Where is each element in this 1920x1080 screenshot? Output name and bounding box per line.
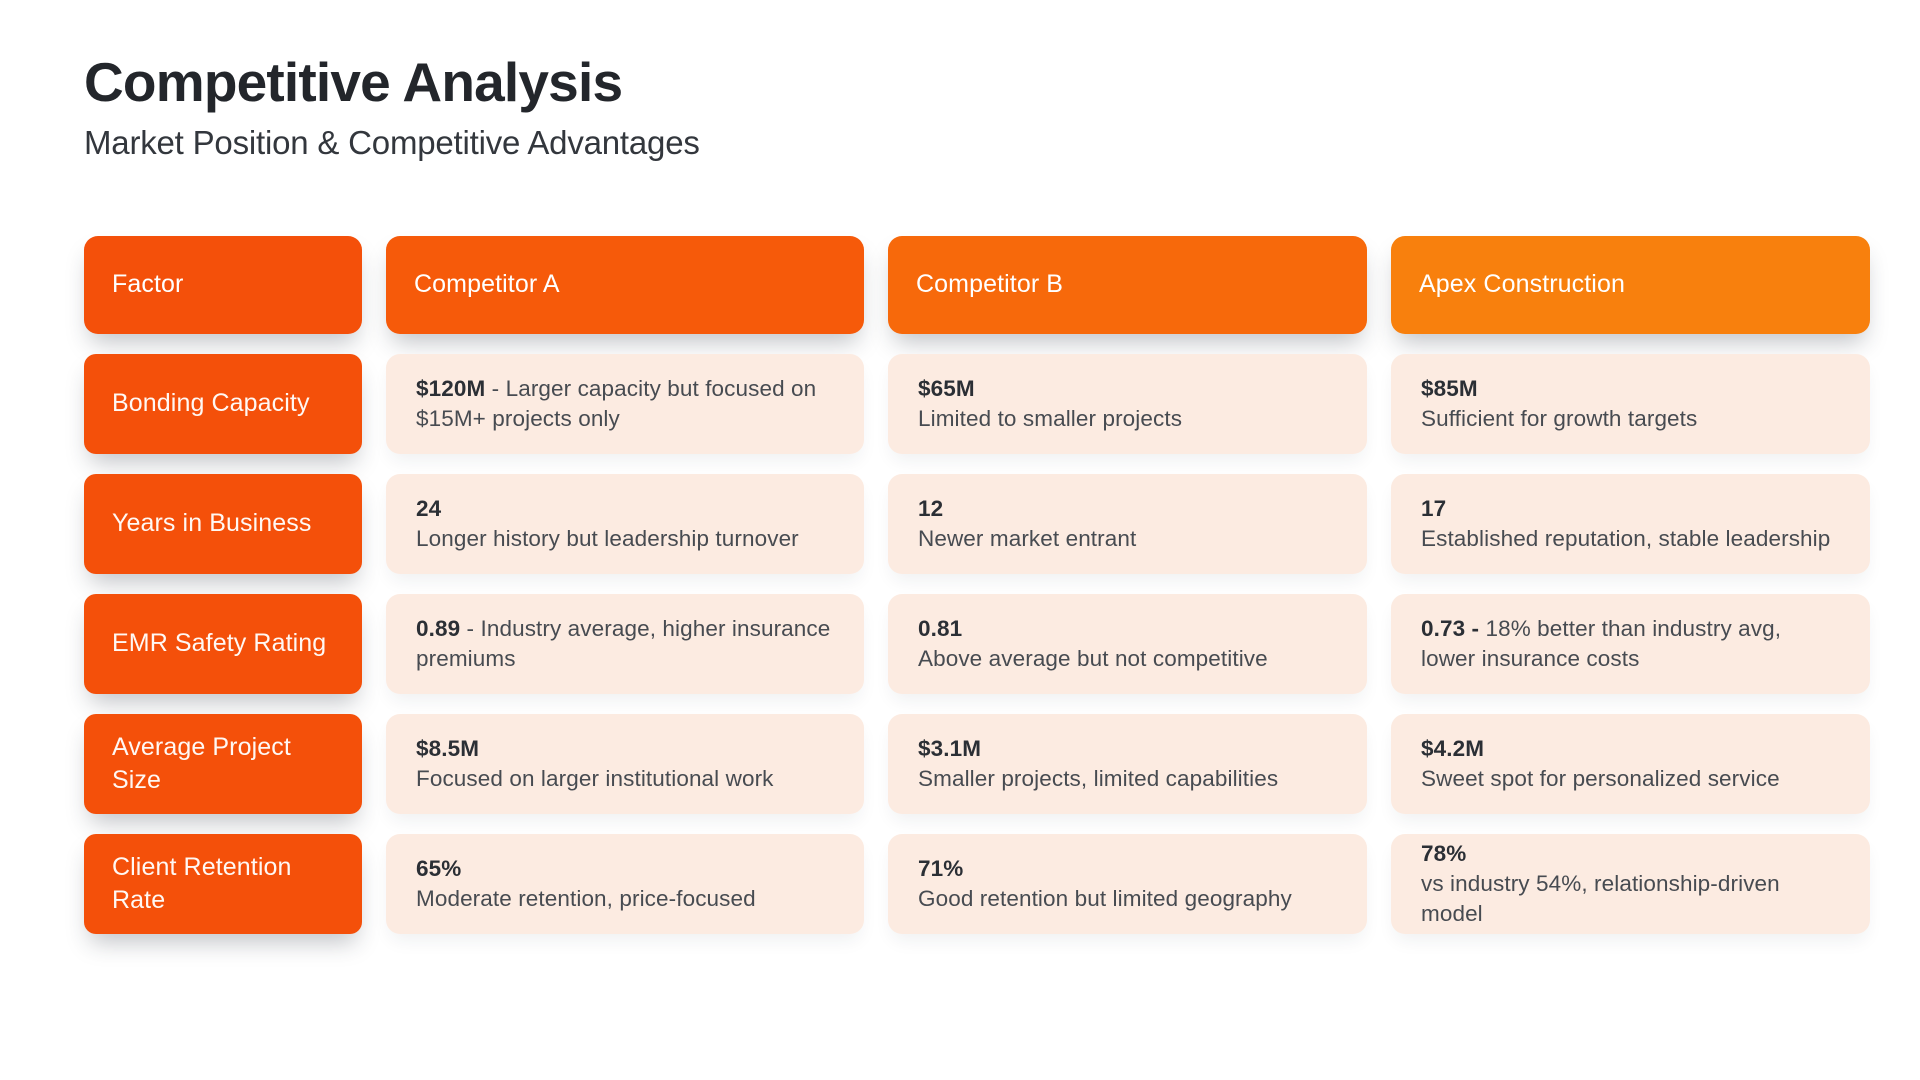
cell-description: Smaller projects, limited capabilities: [918, 765, 1279, 791]
cell-value: 78%: [1421, 840, 1467, 866]
cell-description: Longer history but leadership turnover: [416, 525, 799, 551]
cell-text: $3.1M Smaller projects, limited capabilit…: [918, 734, 1278, 794]
cell-description: Sweet spot for personalized service: [1421, 765, 1780, 791]
page-subtitle: Market Position & Competitive Advantages: [84, 123, 700, 161]
cell-description: Moderate retention, price-focused: [416, 885, 756, 911]
cell-text: 0.73 - 18% better than industry avg, low…: [1421, 614, 1840, 674]
cell-text: $120M - Larger capacity but focused on $…: [416, 375, 817, 431]
cell-description: Industry average, higher insurance premi…: [416, 615, 831, 671]
header-cell-competitor-b: Competitor B: [888, 235, 1367, 334]
cell-text: 71% Good retention but limited geography: [918, 854, 1292, 914]
header-cell-apex-construction: Apex Construction: [1391, 235, 1870, 334]
cell-value: $120M: [416, 375, 486, 401]
column-header-label: Factor: [112, 270, 184, 299]
table-cell-average-project-size-competitor-b: $3.1M Smaller projects, limited capabilit…: [888, 713, 1367, 814]
column-header-label: Competitor B: [916, 270, 1064, 299]
table-cell-years-in-business-competitor-b: 12 Newer market entrant: [888, 473, 1367, 574]
factor-label: Bonding Capacity: [112, 389, 310, 418]
factor-label: Years in Business: [112, 509, 312, 538]
table-cell-client-retention-rate-competitor-b: 71% Good retention but limited geography: [888, 833, 1367, 934]
cell-value: 0.89: [416, 615, 461, 641]
cell-value: 71%: [918, 855, 964, 881]
table-cell-bonding-capacity-competitor-a: $120M - Larger capacity but focused on $…: [386, 353, 864, 454]
factor-pill-average-project-size: Average Project Size: [84, 713, 362, 814]
cell-text: $4.2M Sweet spot for personalized service: [1421, 734, 1780, 794]
cell-value: 0.73 -: [1421, 615, 1480, 641]
cell-text: $85M Sufficient for growth targets: [1421, 374, 1697, 434]
cell-text: 0.81 Above average but not competitive: [918, 614, 1268, 674]
column-header-label: Competitor A: [414, 270, 560, 299]
cell-value: $3.1M: [918, 735, 982, 761]
cell-value: 24: [416, 495, 442, 521]
table-cell-bonding-capacity-competitor-b: $65M Limited to smaller projects: [888, 353, 1367, 454]
cell-description: Larger capacity but focused on $15M+ pro…: [416, 375, 817, 431]
cell-value: $65M: [918, 375, 975, 401]
comparison-table: Factor Competitor A Competitor B Apex Const…: [84, 235, 1870, 934]
cell-text: 24 Longer history but leadership turnover: [416, 494, 799, 554]
cell-text: $65M Limited to smaller projects: [918, 374, 1182, 434]
cell-description: vs industry 54%, relationship-driven mod…: [1421, 870, 1780, 926]
cell-description: Focused on larger institutional work: [416, 765, 774, 791]
table-cell-emr-safety-rating-competitor-b: 0.81 Above average but not competitive: [888, 593, 1367, 694]
table-cell-client-retention-rate-competitor-a: 65% Moderate retention, price-focused: [386, 833, 864, 934]
page-title: Competitive Analysis: [84, 51, 623, 113]
factor-pill-emr-safety-rating: EMR Safety Rating: [84, 593, 362, 694]
column-header-label: Apex Construction: [1419, 270, 1625, 299]
factor-label: Average Project Size: [112, 732, 291, 794]
table-cell-average-project-size-apex-construction: $4.2M Sweet spot for personalized service: [1391, 713, 1870, 814]
cell-description: Established reputation, stable leadershi…: [1421, 525, 1831, 551]
cell-description: Newer market entrant: [918, 525, 1137, 551]
cell-value: $8.5M: [416, 735, 480, 761]
cell-text: 65% Moderate retention, price-focused: [416, 854, 756, 914]
cell-description: 18% better than industry avg, lower insu…: [1421, 615, 1782, 671]
cell-text: 17 Established reputation, stable leaders…: [1421, 494, 1830, 554]
table-cell-client-retention-rate-apex-construction: 78% vs industry 54%, relationship-driven …: [1391, 833, 1870, 934]
cell-value: $4.2M: [1421, 735, 1485, 761]
factor-pill-bonding-capacity: Bonding Capacity: [84, 353, 362, 454]
cell-description: Sufficient for growth targets: [1421, 405, 1698, 431]
table-cell-years-in-business-competitor-a: 24 Longer history but leadership turnover: [386, 473, 864, 574]
cell-value: $85M: [1421, 375, 1478, 401]
factor-pill-client-retention-rate: Client Retention Rate: [84, 833, 362, 934]
cell-text: 78% vs industry 54%, relationship-driven …: [1421, 839, 1840, 929]
cell-value: 12: [918, 495, 944, 521]
cell-value: 65%: [416, 855, 462, 881]
header-cell-factor: Factor: [84, 235, 362, 334]
table-cell-emr-safety-rating-apex-construction: 0.73 - 18% better than industry avg, low…: [1391, 593, 1870, 694]
cell-description: Limited to smaller projects: [918, 405, 1183, 431]
header-cell-competitor-a: Competitor A: [386, 235, 864, 334]
cell-description: Above average but not competitive: [918, 645, 1268, 671]
table-cell-bonding-capacity-apex-construction: $85M Sufficient for growth targets: [1391, 353, 1870, 454]
cell-text: 0.89 - Industry average, higher insuranc…: [416, 615, 831, 671]
cell-value: 17: [1421, 495, 1447, 521]
cell-text: 12 Newer market entrant: [918, 494, 1136, 554]
factor-pill-years-in-business: Years in Business: [84, 473, 362, 574]
table-cell-average-project-size-competitor-a: $8.5M Focused on larger institutional wor…: [386, 713, 864, 814]
cell-text: $8.5M Focused on larger institutional wor…: [416, 734, 774, 794]
table-cell-years-in-business-apex-construction: 17 Established reputation, stable leaders…: [1391, 473, 1870, 574]
table-cell-emr-safety-rating-competitor-a: 0.89 - Industry average, higher insuranc…: [386, 593, 864, 694]
factor-label: EMR Safety Rating: [112, 629, 327, 658]
cell-description: Good retention but limited geography: [918, 885, 1292, 911]
cell-value: 0.81: [918, 615, 963, 641]
factor-label: Client Retention Rate: [112, 852, 292, 914]
